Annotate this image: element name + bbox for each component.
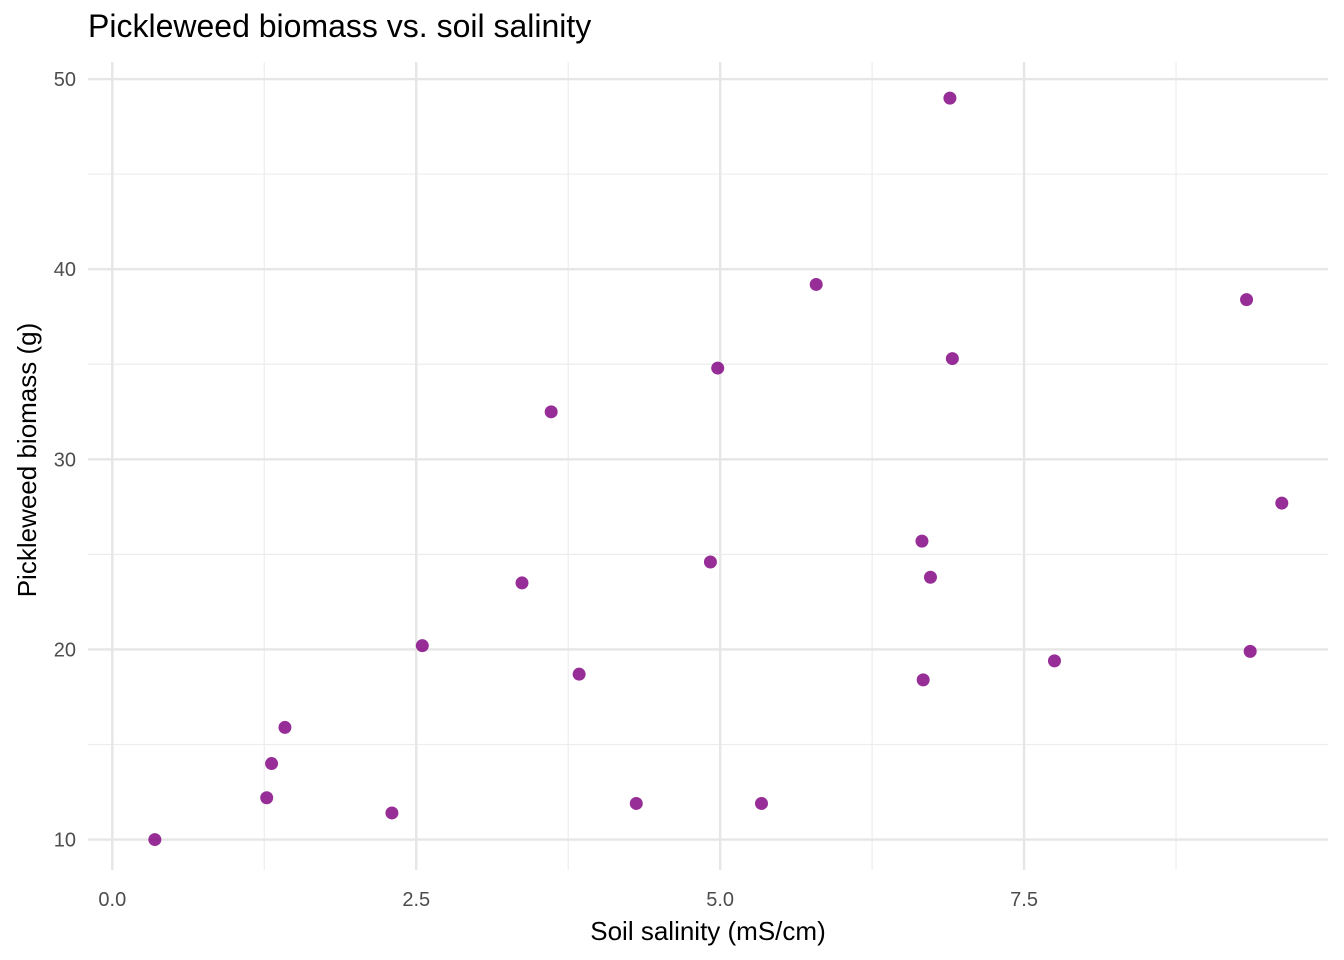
data-point-17 (943, 91, 957, 105)
y-tick-label: 20 (54, 639, 76, 661)
data-point-13 (809, 277, 823, 291)
y-tick-label: 40 (54, 259, 76, 281)
data-point-16 (923, 570, 937, 584)
x-tick-label: 5.0 (706, 889, 734, 911)
chart-title: Pickleweed biomass vs. soil salinity (88, 8, 592, 44)
y-tick-labels: 10 20 30 40 50 (54, 69, 76, 851)
data-point-1 (260, 791, 274, 805)
x-tick-labels: 0.0 2.5 5.0 7.5 (98, 889, 1038, 911)
x-tick-label: 2.5 (402, 889, 430, 911)
data-point-18 (945, 352, 959, 366)
y-tick-label: 30 (54, 449, 76, 471)
data-point-21 (1243, 644, 1257, 658)
data-point-20 (1240, 293, 1254, 307)
data-point-22 (1275, 496, 1289, 510)
data-points (148, 91, 1289, 847)
y-tick-label: 10 (54, 830, 76, 852)
data-point-0 (148, 833, 162, 847)
data-point-9 (629, 796, 643, 810)
data-point-5 (415, 639, 429, 653)
data-point-8 (572, 667, 586, 681)
data-point-19 (1047, 654, 1061, 668)
y-tick-label: 50 (54, 69, 76, 91)
data-point-6 (515, 576, 529, 590)
data-point-14 (915, 534, 929, 548)
x-axis-title: Soil salinity (mS/cm) (590, 916, 825, 946)
major-gridlines (88, 62, 1328, 870)
data-point-12 (754, 796, 768, 810)
data-point-11 (711, 361, 725, 375)
data-point-4 (385, 806, 399, 820)
data-point-15 (916, 673, 930, 687)
data-point-3 (278, 720, 292, 734)
data-point-2 (265, 757, 279, 771)
y-axis-title: Pickleweed biomass (g) (12, 323, 42, 598)
x-tick-label: 7.5 (1010, 889, 1038, 911)
data-point-7 (544, 405, 558, 419)
x-tick-label: 0.0 (98, 889, 126, 911)
data-point-10 (703, 555, 717, 569)
minor-gridlines (88, 62, 1328, 870)
